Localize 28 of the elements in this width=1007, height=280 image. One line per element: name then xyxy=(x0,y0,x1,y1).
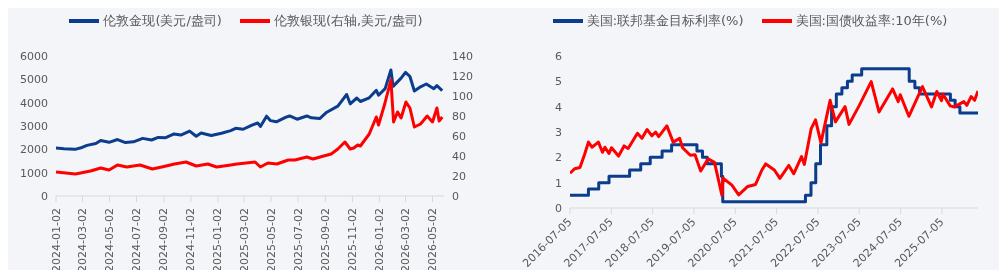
y-tick-label: 6000 xyxy=(20,49,48,63)
y2-tick-label: 20 xyxy=(452,169,466,183)
y-tick-label: 6 xyxy=(555,49,562,63)
y-tick-label: 2 xyxy=(555,151,562,165)
y-tick-label: 1000 xyxy=(20,166,48,180)
y-tick-label: 3000 xyxy=(20,119,48,133)
y-tick-label: 5 xyxy=(555,75,562,89)
y-tick-label: 4000 xyxy=(20,96,48,110)
y-tick-label: 0 xyxy=(41,189,48,203)
line-series xyxy=(56,78,444,176)
y-tick-label: 4 xyxy=(555,100,562,114)
y-tick-label: 3 xyxy=(555,125,562,139)
legend-label: 伦敦金现(美元/盎司) xyxy=(103,12,222,30)
y2-tick-label: 80 xyxy=(452,109,466,123)
y-tick-label: 1 xyxy=(555,176,562,190)
y2-tick-label: 60 xyxy=(452,129,466,143)
y-tick-label: 5000 xyxy=(20,73,48,87)
y2-tick-label: 0 xyxy=(452,189,459,203)
y2-tick-label: 100 xyxy=(452,89,473,103)
y2-tick-label: 120 xyxy=(452,69,473,83)
y-tick-label: 0 xyxy=(555,201,562,215)
legend-label: 美国:国债收益率:10年(%) xyxy=(795,12,948,30)
legend-label: 美国:联邦基金目标利率(%) xyxy=(586,12,744,30)
legend-label: 伦敦银现(右轴,美元/盎司) xyxy=(273,12,423,30)
y2-tick-label: 40 xyxy=(452,149,466,163)
y-tick-label: 2000 xyxy=(20,143,48,157)
line-series xyxy=(56,68,444,151)
y2-tick-label: 140 xyxy=(452,49,473,63)
